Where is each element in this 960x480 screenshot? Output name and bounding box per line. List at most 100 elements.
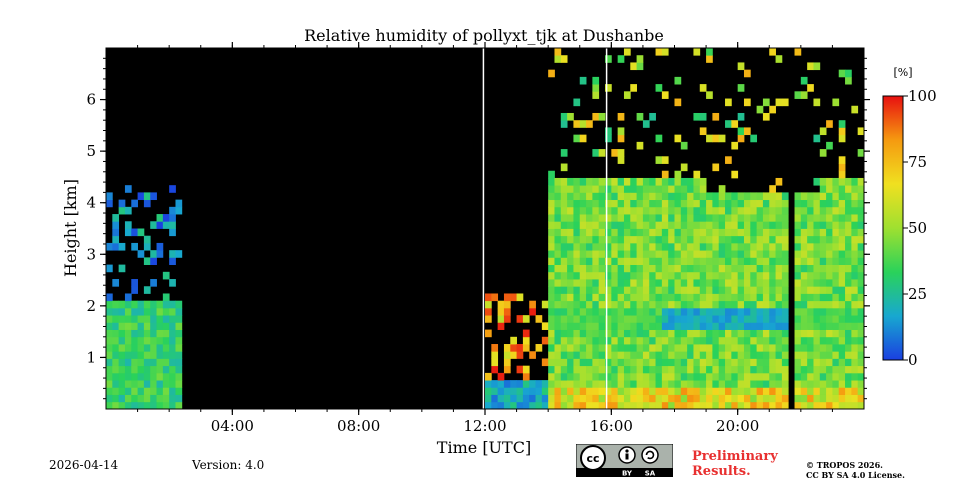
heatmap-cell <box>522 380 530 388</box>
colorbar-tick-label: 100 <box>908 87 937 105</box>
heatmap-cell <box>162 307 170 316</box>
heatmap-cell <box>813 221 821 229</box>
heatmap-cell <box>649 336 656 345</box>
heatmap-cell <box>649 257 656 265</box>
heatmap-cell <box>845 264 852 273</box>
heatmap-cell <box>573 257 581 265</box>
heatmap-cell <box>794 329 802 338</box>
heatmap-cell <box>712 315 720 323</box>
heatmap-cell <box>598 199 606 208</box>
heatmap-cell <box>800 91 808 99</box>
heatmap-cell <box>718 192 726 201</box>
heatmap-cell <box>118 344 126 352</box>
heatmap-cell <box>573 177 581 186</box>
heatmap-cell <box>674 221 682 229</box>
heatmap-cell <box>124 351 132 359</box>
heatmap-cell <box>611 149 619 157</box>
heatmap-cell <box>516 387 524 395</box>
heatmap-cell <box>668 279 675 287</box>
heatmap-cell <box>693 358 701 367</box>
heatmap-cell <box>737 134 745 143</box>
heatmap-cell <box>150 300 157 309</box>
heatmap-cell <box>617 351 625 359</box>
heatmap-cell <box>586 380 593 388</box>
heatmap-cell <box>118 315 126 323</box>
heatmap-cell <box>838 293 846 302</box>
heatmap-cell <box>857 192 865 201</box>
heatmap-cell <box>743 127 751 136</box>
heatmap-cell <box>775 98 783 107</box>
heatmap-cell <box>642 358 650 367</box>
heatmap-cell <box>794 48 802 56</box>
heatmap-cell <box>819 127 827 136</box>
heatmap-cell <box>636 206 644 215</box>
heatmap-cell <box>743 286 751 294</box>
heatmap-cell <box>826 351 833 359</box>
heatmap-cell <box>813 322 821 330</box>
heatmap-cell <box>661 307 669 316</box>
heatmap-cell <box>706 315 713 323</box>
heatmap-cell <box>548 286 555 294</box>
heatmap-cell <box>491 365 499 374</box>
heatmap-cell <box>617 235 625 244</box>
heatmap-cell <box>706 293 713 302</box>
heatmap-cell <box>693 293 701 302</box>
heatmap-cell <box>706 199 713 208</box>
heatmap-cell <box>718 242 726 251</box>
heatmap-cell <box>826 214 833 222</box>
heatmap-cell <box>605 257 612 265</box>
heatmap-cell <box>611 394 619 403</box>
heatmap-cell <box>554 358 562 367</box>
heatmap-cell <box>592 199 600 208</box>
heatmap-cell <box>598 358 606 367</box>
heatmap-cell <box>725 264 732 273</box>
heatmap-cell <box>573 372 581 381</box>
heatmap-cell <box>819 329 827 338</box>
heatmap-cell <box>124 206 132 215</box>
heatmap-cell <box>137 300 145 309</box>
heatmap-cell <box>687 199 694 208</box>
heatmap-cell <box>693 177 701 186</box>
heatmap-cell <box>573 206 581 215</box>
heatmap-cell <box>693 271 701 280</box>
heatmap-cell <box>162 221 170 229</box>
heatmap-cell <box>649 271 656 280</box>
heatmap-cell <box>592 315 600 323</box>
heatmap-cell <box>636 242 644 251</box>
heatmap-cell <box>661 235 669 244</box>
heatmap-cell <box>800 199 808 208</box>
heatmap-cell <box>554 264 562 273</box>
heatmap-cell <box>617 192 625 201</box>
heatmap-cell <box>687 329 694 338</box>
heatmap-cell <box>636 221 644 229</box>
heatmap-cell <box>756 358 764 367</box>
heatmap-cell <box>687 387 694 395</box>
heatmap-cell <box>769 199 776 208</box>
heatmap-cell <box>762 372 770 381</box>
heatmap-cell <box>573 336 581 345</box>
heatmap-cell <box>485 307 492 316</box>
heatmap-cell <box>175 344 183 352</box>
heatmap-cell <box>668 257 675 265</box>
heatmap-cell <box>510 336 517 345</box>
heatmap-cell <box>826 192 833 201</box>
heatmap-cell <box>674 329 682 338</box>
heatmap-cell <box>592 112 600 121</box>
heatmap-cell <box>731 358 739 367</box>
heatmap-cell <box>718 372 726 381</box>
heatmap-cell <box>838 206 846 215</box>
heatmap-cell <box>617 112 625 121</box>
heatmap-cell <box>800 293 808 302</box>
heatmap-cell <box>548 387 555 395</box>
heatmap-cell <box>775 365 783 374</box>
heatmap-cell <box>623 286 631 294</box>
heatmap-cell <box>586 221 593 229</box>
heatmap-cell <box>636 228 644 237</box>
heatmap-cell <box>832 380 840 388</box>
heatmap-cell <box>162 401 170 410</box>
heatmap-cell <box>775 372 783 381</box>
heatmap-cell <box>800 358 808 367</box>
heatmap-cell <box>680 221 688 229</box>
heatmap-cell <box>560 250 568 258</box>
heatmap-cell <box>560 322 568 330</box>
